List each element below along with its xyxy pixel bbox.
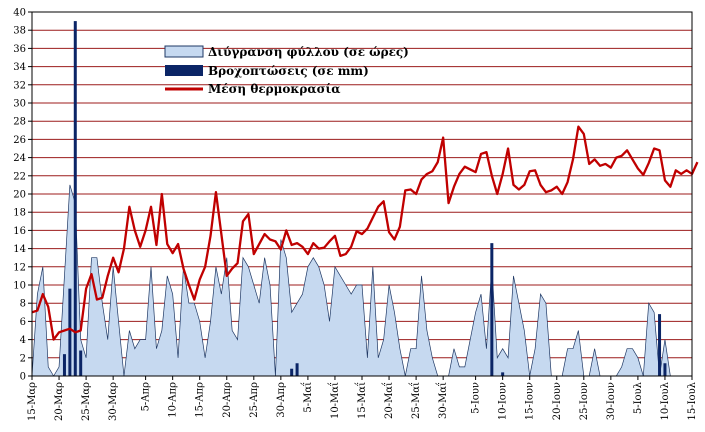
y-tick-label: 28 — [13, 117, 26, 128]
y-tick-label: 26 — [13, 135, 26, 146]
rainfall-bar — [62, 354, 66, 376]
temperature-line — [31, 125, 699, 341]
y-tick-label: 36 — [13, 44, 26, 55]
legend-swatch-leaf-wetness — [164, 45, 204, 58]
x-tick-label: 10-Απρ — [168, 382, 179, 418]
x-tick-label: 15-Μαΐ — [355, 382, 368, 419]
x-tick-label: 15-Ιουλ — [687, 381, 698, 420]
legend: Διύγρανση φύλλου (σε ώρες) Βροχοπτώσεις … — [164, 45, 409, 96]
x-tick-label: 5-Ιουλ — [633, 381, 644, 414]
x-tick-label: 15-Μαρ — [27, 382, 38, 421]
rainfall-bar — [73, 21, 77, 376]
x-tick-label: 5-Ιουν — [471, 382, 482, 414]
x-tick-label: 30-Απρ — [276, 382, 287, 418]
y-tick-label: 24 — [13, 153, 26, 164]
rainfall-bar — [663, 363, 667, 376]
y-tick-label: 20 — [13, 190, 26, 201]
y-tick-label: 10 — [13, 281, 26, 292]
y-tick-label: 2 — [20, 353, 26, 364]
x-tick-label: 20-Ιουν — [552, 382, 563, 420]
y-tick-label: 38 — [13, 26, 26, 37]
y-tick-label: 12 — [13, 262, 26, 273]
x-tick-label: 5-Μαΐ — [301, 382, 314, 413]
x-tick-label: 10-Μαΐ — [328, 382, 341, 419]
x-tick-label: 10-Ιουν — [498, 382, 509, 420]
rainfall-bar — [501, 372, 505, 376]
x-tick-label: 15-Ιουν — [525, 382, 536, 420]
legend-label-rainfall: Βροχοπτώσεις (σε mm) — [208, 64, 369, 78]
x-tick-label: 20-Απρ — [222, 382, 233, 418]
x-tick-label: 30-Μαρ — [108, 382, 119, 421]
rainfall-bar — [79, 350, 83, 376]
legend-label-leaf-wetness: Διύγρανση φύλλου (σε ώρες) — [208, 45, 409, 59]
y-tick-label: 16 — [13, 226, 26, 237]
rainfall-bar — [290, 368, 294, 376]
y-tick-label: 14 — [13, 244, 26, 255]
x-axis-ticks: 15-Μαρ 20-Μαρ 25-Μαρ 30-Μαρ 5-Απρ 10-Απρ 15-Απ… — [27, 376, 698, 421]
y-tick-label: 8 — [20, 299, 26, 310]
y-tick-label: 6 — [20, 317, 26, 328]
x-tick-label: 5-Απρ — [141, 382, 152, 412]
x-tick-label: 30-Ιουν — [606, 382, 617, 420]
rainfall-bar — [490, 243, 494, 376]
legend-swatch-rainfall — [165, 65, 203, 76]
x-tick-label: 10-Ιουλ — [660, 381, 671, 420]
x-tick-label: 25-Μαΐ — [409, 382, 422, 419]
y-tick-label: 40 — [13, 8, 26, 19]
y-tick-label: 22 — [13, 171, 26, 182]
temperature-series — [31, 125, 699, 341]
y-tick-label: 32 — [13, 80, 26, 91]
rainfall-bar — [295, 363, 299, 376]
rainfall-series — [62, 21, 667, 376]
legend-label-temperature: Μέση θερμοκρασία — [208, 82, 341, 96]
rainfall-bar — [68, 288, 72, 376]
x-tick-label: 25-Απρ — [249, 382, 260, 418]
y-tick-label: 18 — [13, 208, 26, 219]
x-tick-label: 20-Μαρ — [54, 382, 65, 421]
y-tick-label: 30 — [13, 99, 26, 110]
x-tick-label: 25-Μαρ — [81, 382, 92, 421]
x-tick-label: 30-Μαΐ — [436, 382, 449, 419]
x-tick-label: 25-Ιουν — [579, 382, 590, 420]
y-tick-label: 4 — [20, 335, 26, 346]
y-tick-label: 0 — [20, 372, 26, 383]
x-tick-label: 15-Απρ — [195, 382, 206, 418]
y-tick-label: 34 — [13, 62, 26, 73]
x-tick-label: 20-Μαΐ — [382, 382, 395, 419]
rainfall-bar — [658, 314, 662, 376]
